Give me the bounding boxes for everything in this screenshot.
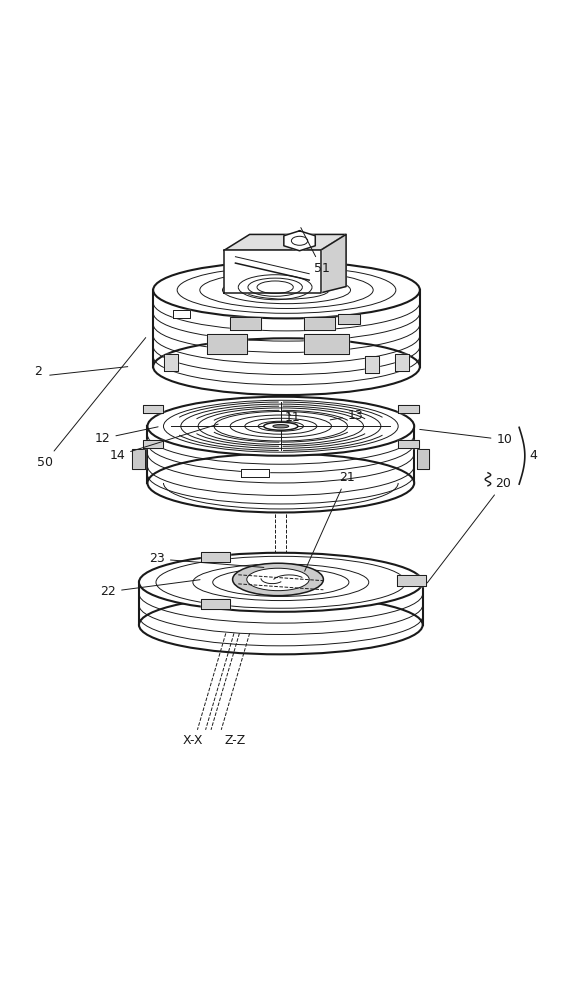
- Polygon shape: [395, 354, 409, 371]
- Ellipse shape: [233, 563, 323, 596]
- Polygon shape: [398, 405, 419, 413]
- Text: 22: 22: [100, 580, 200, 598]
- Text: 13: 13: [330, 409, 363, 422]
- Text: X-X: X-X: [183, 734, 203, 747]
- Polygon shape: [320, 234, 346, 293]
- Polygon shape: [398, 440, 419, 448]
- Text: 11: 11: [285, 411, 301, 424]
- Ellipse shape: [273, 425, 289, 428]
- Polygon shape: [365, 356, 379, 373]
- Polygon shape: [397, 575, 426, 586]
- Ellipse shape: [247, 568, 309, 591]
- Polygon shape: [417, 449, 430, 469]
- Ellipse shape: [200, 272, 373, 308]
- Ellipse shape: [147, 453, 414, 512]
- Polygon shape: [143, 405, 163, 413]
- Polygon shape: [201, 552, 230, 562]
- Text: 51: 51: [301, 228, 329, 275]
- Polygon shape: [337, 314, 360, 324]
- Text: 50: 50: [37, 338, 146, 469]
- Ellipse shape: [264, 422, 298, 430]
- Text: Z-Z: Z-Z: [225, 734, 246, 747]
- Polygon shape: [304, 334, 349, 354]
- Text: 12: 12: [95, 427, 158, 445]
- Ellipse shape: [244, 281, 329, 299]
- Ellipse shape: [292, 236, 308, 245]
- Text: 10: 10: [420, 429, 512, 446]
- Polygon shape: [132, 449, 144, 469]
- Text: 23: 23: [149, 552, 264, 567]
- Ellipse shape: [139, 595, 423, 654]
- Polygon shape: [173, 310, 190, 318]
- Polygon shape: [224, 250, 320, 293]
- Ellipse shape: [177, 267, 396, 313]
- Polygon shape: [143, 440, 163, 448]
- Ellipse shape: [153, 262, 420, 318]
- Text: 20: 20: [427, 477, 511, 583]
- Polygon shape: [224, 234, 346, 250]
- Ellipse shape: [147, 397, 414, 456]
- Polygon shape: [304, 317, 335, 330]
- Text: 21: 21: [305, 471, 355, 571]
- Text: 2: 2: [34, 365, 42, 378]
- Polygon shape: [207, 334, 247, 354]
- Polygon shape: [230, 317, 261, 330]
- Text: 4: 4: [529, 449, 537, 462]
- Ellipse shape: [222, 276, 351, 304]
- Text: 14: 14: [109, 424, 218, 462]
- Polygon shape: [164, 354, 178, 371]
- Ellipse shape: [139, 553, 423, 612]
- Polygon shape: [284, 231, 315, 251]
- Polygon shape: [241, 469, 269, 477]
- Polygon shape: [201, 599, 230, 609]
- Ellipse shape: [153, 338, 420, 395]
